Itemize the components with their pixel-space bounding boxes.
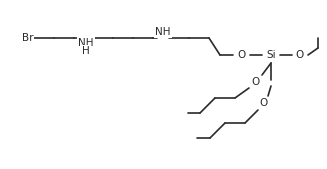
Text: NH: NH: [78, 38, 94, 48]
Text: H: H: [82, 46, 90, 56]
Text: NH: NH: [155, 27, 171, 37]
Text: Si: Si: [266, 50, 276, 60]
Text: O: O: [252, 77, 260, 87]
Text: O: O: [238, 50, 246, 60]
Text: Br: Br: [22, 33, 33, 43]
Text: O: O: [296, 50, 304, 60]
Text: O: O: [259, 98, 267, 108]
